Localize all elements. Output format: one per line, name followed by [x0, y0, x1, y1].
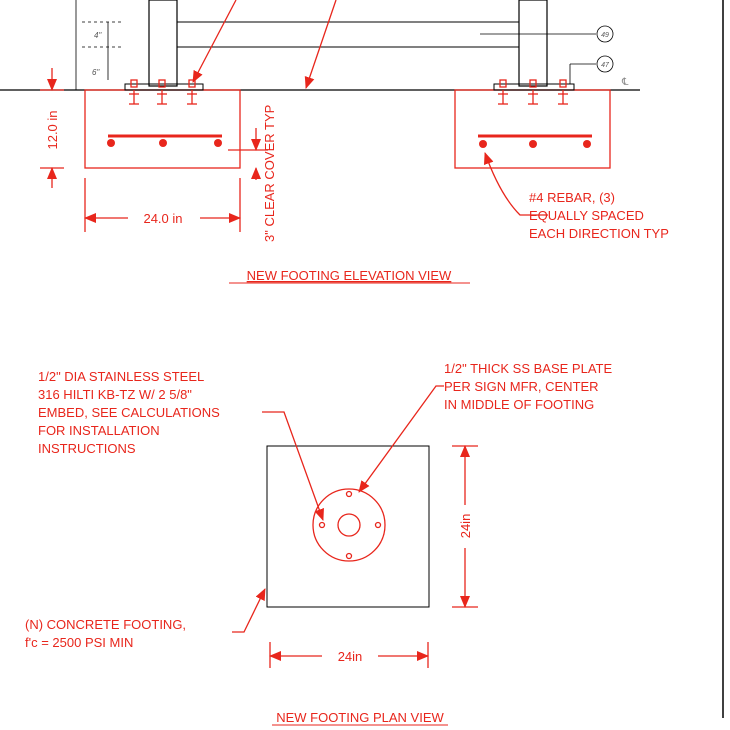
dim-label-4in: 4"	[94, 31, 102, 40]
rebar-dot	[583, 140, 591, 148]
anchor-note-line-3: EMBED, SEE CALCULATIONS	[38, 405, 220, 420]
anchor-hole	[318, 521, 326, 529]
rebar-note-leader	[483, 152, 548, 216]
anchor-note-line-2: 316 HILTI KB-TZ W/ 2 5/8"	[38, 387, 192, 402]
footing-note-leader	[232, 588, 266, 633]
centerline-symbol: ℄	[621, 77, 629, 88]
plate-note-leader	[358, 385, 444, 493]
leader-anchor-elev	[192, 0, 237, 83]
rebar-dot	[159, 139, 167, 147]
dim-footing-height	[40, 68, 64, 188]
dim-footing-width-label: 24.0 in	[143, 211, 182, 226]
dim-clear-cover	[228, 128, 268, 180]
rebar-note-line-3: EACH DIRECTION TYP	[529, 226, 669, 241]
plan-view: 1/2" DIA STAINLESS STEEL 316 HILTI KB-TZ…	[25, 361, 612, 726]
plate-note-line-1: 1/2" THICK SS BASE PLATE	[444, 361, 612, 376]
rebar-dot	[107, 139, 115, 147]
clear-cover-label: 3" CLEAR COVER TYP	[262, 105, 277, 242]
footing-note-line-2: f'c = 2500 PSI MIN	[25, 635, 133, 650]
post-left	[148, 0, 178, 87]
anchor-hole	[345, 552, 353, 560]
rebar-dot	[529, 140, 537, 148]
plate-note-line-3: IN MIDDLE OF FOOTING	[444, 397, 594, 412]
post-right	[518, 0, 548, 87]
rebar-note-line-1: #4 REBAR, (3)	[529, 190, 615, 205]
anchors-right	[498, 79, 568, 105]
footing-plan	[266, 445, 430, 608]
elevation-title: NEW FOOTING ELEVATION VIEW	[247, 268, 452, 283]
dim-footing-width	[84, 178, 241, 232]
base-plate-left	[124, 83, 204, 91]
dim-plan-vertical	[452, 445, 478, 608]
elevation-view: 4" 6" 49 47 ℄	[0, 0, 669, 284]
dim-footing-height-label: 12.0 in	[45, 110, 60, 149]
dim-plan-horizontal	[269, 642, 429, 668]
balloon-49-label: 49	[601, 32, 609, 39]
rebar-note-line-2: EQUALLY SPACED	[529, 208, 644, 223]
base-plate-right	[493, 83, 575, 91]
anchor-note-line-1: 1/2" DIA STAINLESS STEEL	[38, 369, 204, 384]
footing-note-line-1: (N) CONCRETE FOOTING,	[25, 617, 186, 632]
plan-title: NEW FOOTING PLAN VIEW	[276, 710, 444, 725]
balloon-47	[596, 55, 614, 73]
rebar-dot	[214, 139, 222, 147]
plate-note-line-2: PER SIGN MFR, CENTER	[444, 379, 599, 394]
dim-plan-horizontal-label: 24in	[338, 649, 363, 664]
anchor-hole	[345, 490, 353, 498]
dim-plan-vertical-label: 24in	[458, 514, 473, 539]
post-circle-plan	[337, 513, 361, 537]
balloon-49	[596, 25, 614, 43]
leader-plate-elev	[304, 0, 337, 89]
anchor-note-leader	[262, 411, 324, 521]
balloon-47-label: 47	[601, 62, 610, 69]
anchor-note-line-5: INSTRUCTIONS	[38, 441, 136, 456]
anchor-hole	[374, 521, 382, 529]
dim-label-6in: 6"	[92, 68, 100, 77]
base-plate-plan	[312, 488, 386, 562]
rebar-dot	[479, 140, 487, 148]
anchor-note-line-4: FOR INSTALLATION	[38, 423, 160, 438]
anchors-left	[129, 79, 197, 105]
